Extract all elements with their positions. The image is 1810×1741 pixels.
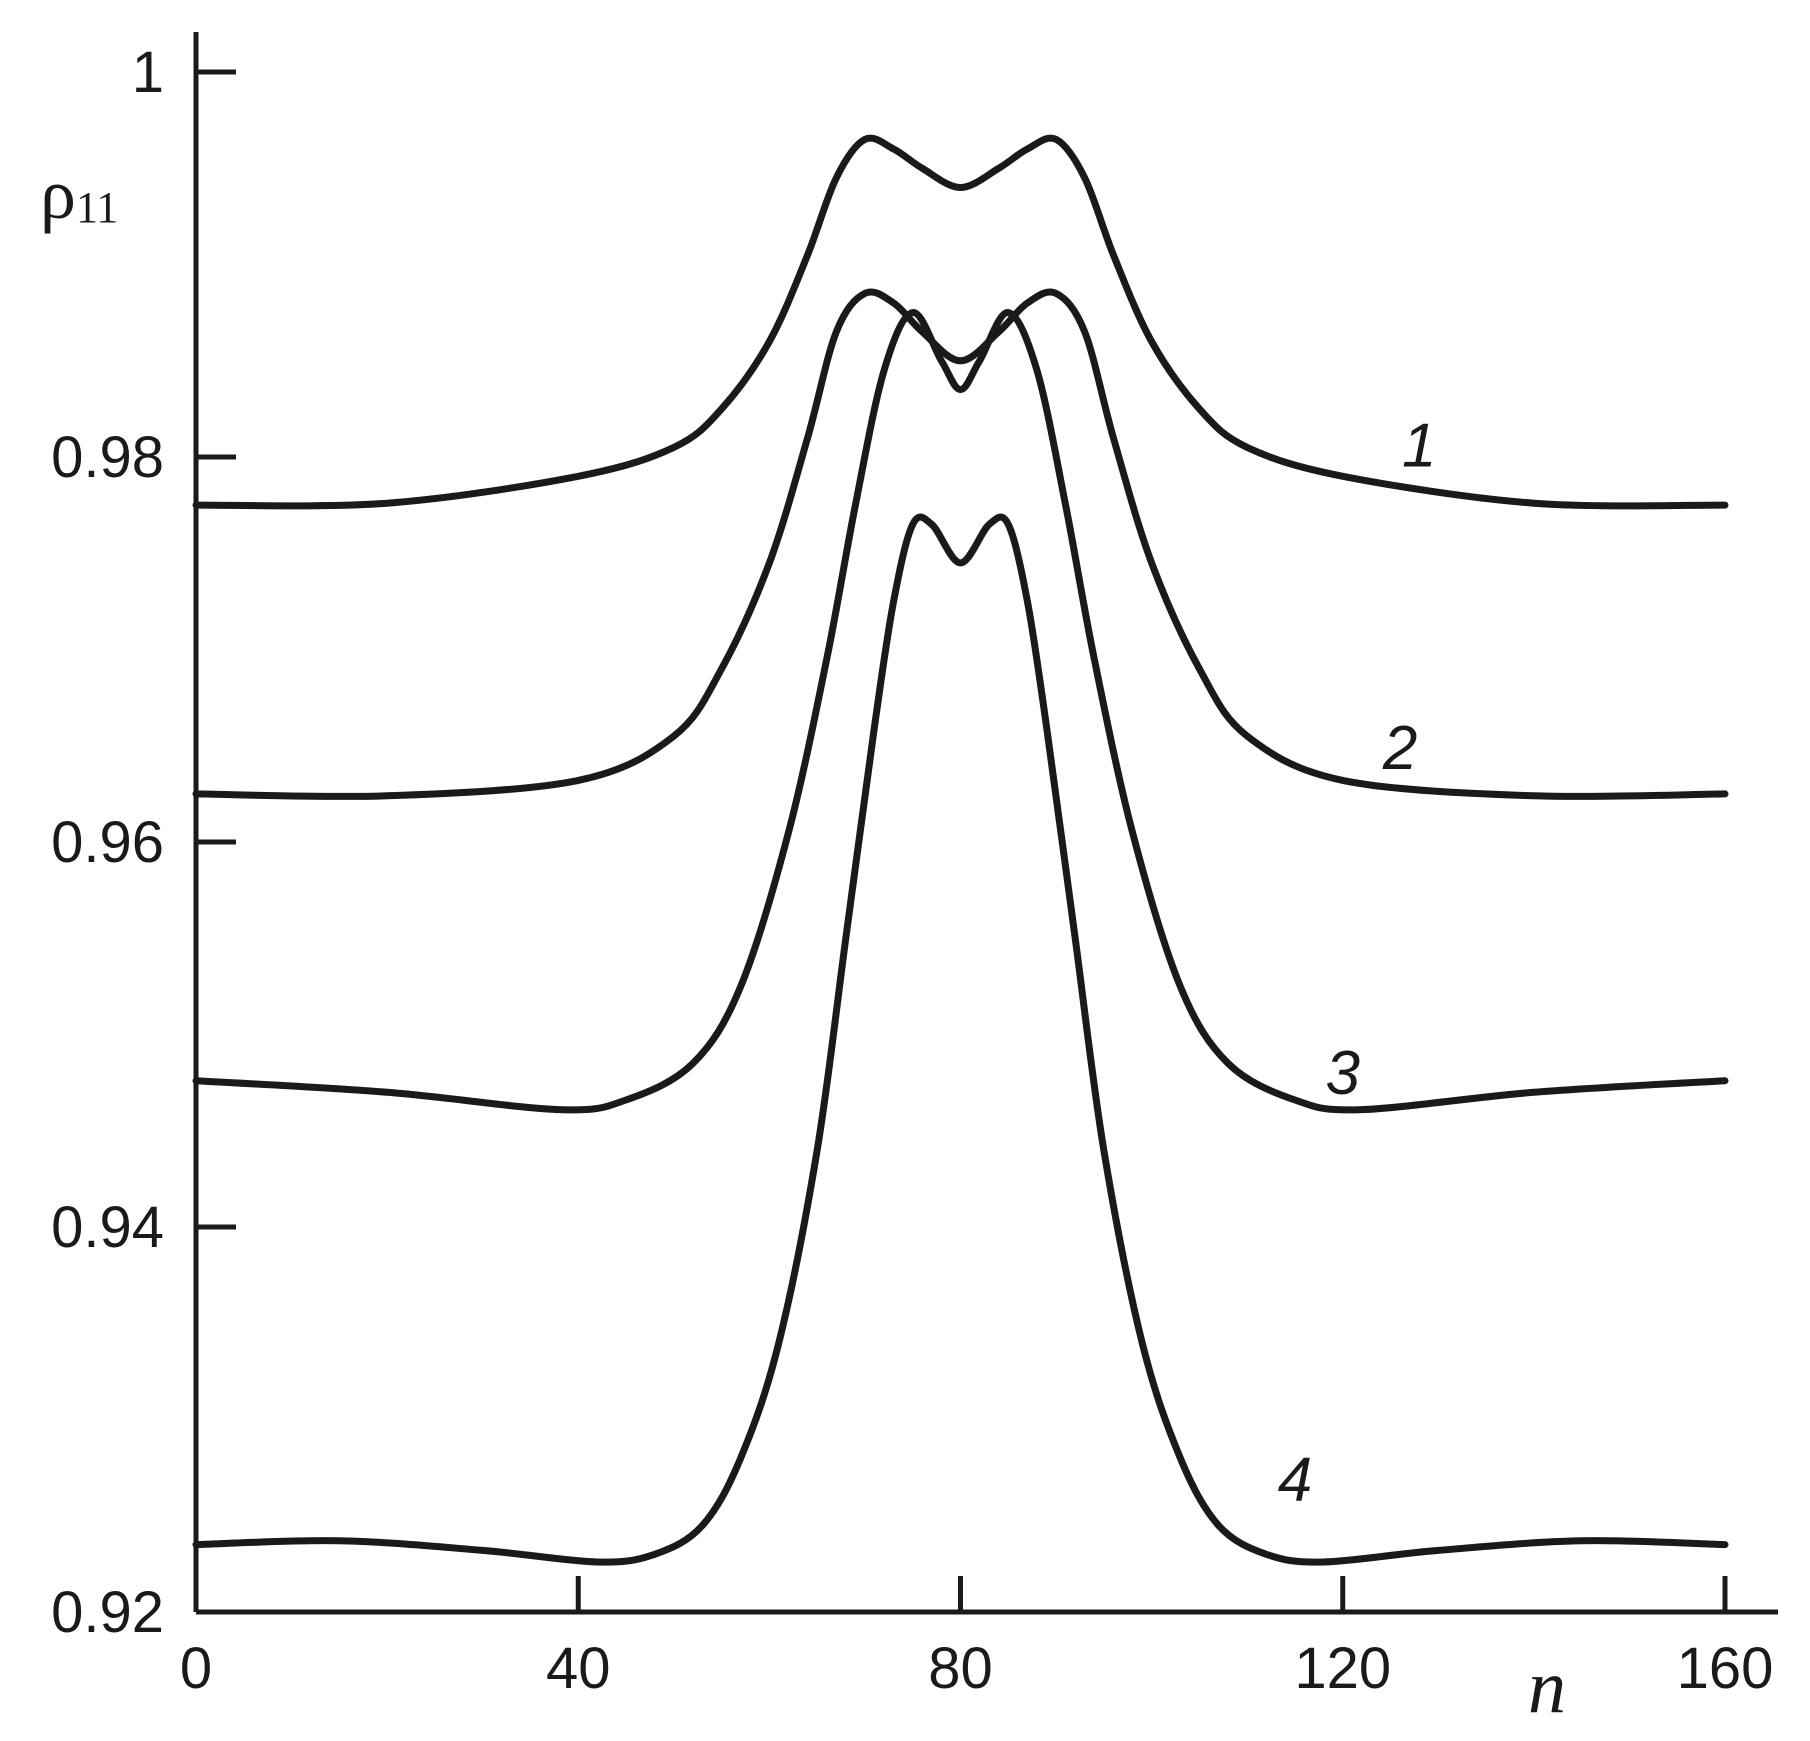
y-tick-label: 0.98	[51, 425, 164, 490]
y-tick-label: 0.96	[51, 810, 164, 875]
y-axis-label: ρ11	[40, 154, 118, 234]
x-tick-label: 80	[928, 1636, 993, 1701]
series-labels: 1 2 3 4	[1278, 412, 1437, 1515]
series-line-4	[192, 513, 1729, 1566]
x-tick-label: 160	[1677, 1636, 1774, 1701]
y-tick-label: 0.94	[51, 1195, 164, 1260]
series-line-2	[192, 288, 1729, 800]
x-axis-label: n	[1528, 1645, 1566, 1729]
series-line-1	[192, 134, 1729, 510]
y-tick-label: 0.92	[51, 1580, 164, 1645]
axes	[193, 32, 1778, 1615]
series-label-2: 2	[1382, 714, 1417, 783]
series-label-3: 3	[1326, 1039, 1360, 1108]
ticks: 0.92 0.94 0.96 0.98 1 0 40 80 120 160	[51, 40, 1773, 1701]
series-line-3	[192, 309, 1729, 1114]
series-label-4: 4	[1278, 1445, 1312, 1514]
y-tick-label: 1	[132, 40, 164, 105]
x-tick-label: 0	[180, 1636, 212, 1701]
x-tick-label: 120	[1294, 1636, 1391, 1701]
series-group	[192, 134, 1729, 1566]
y-axis-label-subscript: 11	[76, 183, 118, 232]
series-label-1: 1	[1402, 412, 1436, 481]
x-tick-label: 40	[546, 1636, 611, 1701]
y-axis-label-symbol: ρ	[40, 154, 76, 234]
